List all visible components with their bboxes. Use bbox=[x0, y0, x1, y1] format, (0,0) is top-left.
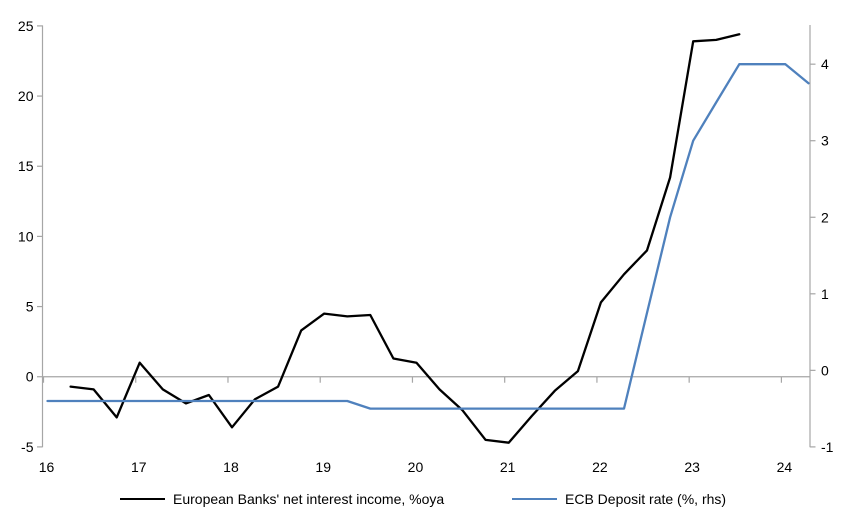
x-axis-tick-label: 19 bbox=[315, 459, 331, 475]
x-axis-tick-label: 20 bbox=[408, 459, 424, 475]
legend-item-deposit-rate: ECB Deposit rate (%, rhs) bbox=[512, 488, 726, 510]
x-axis-tick-label: 21 bbox=[500, 459, 516, 475]
net-interest-income-line bbox=[69, 33, 741, 444]
x-axis-tick-label: 17 bbox=[131, 459, 147, 475]
left-axis-tick-label: 10 bbox=[18, 228, 34, 244]
x-axis-tick-label: 18 bbox=[223, 459, 239, 475]
left-axis-tick-label: 5 bbox=[26, 299, 34, 315]
right-axis-tick-label: 1 bbox=[821, 286, 829, 302]
legend-label-net-interest-income: European Banks' net interest income, %oy… bbox=[173, 491, 445, 507]
legend-line-swatch-black bbox=[120, 498, 165, 500]
right-axis-tick-label: 2 bbox=[821, 209, 829, 225]
x-axis-tick-label: 16 bbox=[39, 459, 55, 475]
legend-item-net-interest-income: European Banks' net interest income, %oy… bbox=[120, 488, 444, 510]
x-axis-tick-label: 22 bbox=[592, 459, 608, 475]
left-axis-tick-label: -5 bbox=[21, 439, 34, 455]
right-axis-tick-label: 3 bbox=[821, 133, 829, 149]
x-axis-tick-label: 23 bbox=[684, 459, 700, 475]
left-axis-tick-label: 20 bbox=[18, 88, 34, 104]
right-axis-tick-label: 4 bbox=[821, 56, 829, 72]
deposit-rate-line bbox=[46, 63, 810, 410]
right-axis-tick-label: -1 bbox=[821, 439, 834, 455]
right-axis-tick-label: 0 bbox=[821, 362, 829, 378]
x-axis-tick-label: 24 bbox=[777, 459, 793, 475]
left-axis-tick-label: 15 bbox=[18, 158, 34, 174]
legend-line-swatch-blue bbox=[512, 498, 557, 500]
legend: European Banks' net interest income, %oy… bbox=[0, 488, 852, 512]
legend-label-deposit-rate: ECB Deposit rate (%, rhs) bbox=[565, 491, 727, 507]
left-axis-tick-label: 25 bbox=[18, 18, 34, 34]
left-axis-tick-label: 0 bbox=[26, 369, 34, 385]
